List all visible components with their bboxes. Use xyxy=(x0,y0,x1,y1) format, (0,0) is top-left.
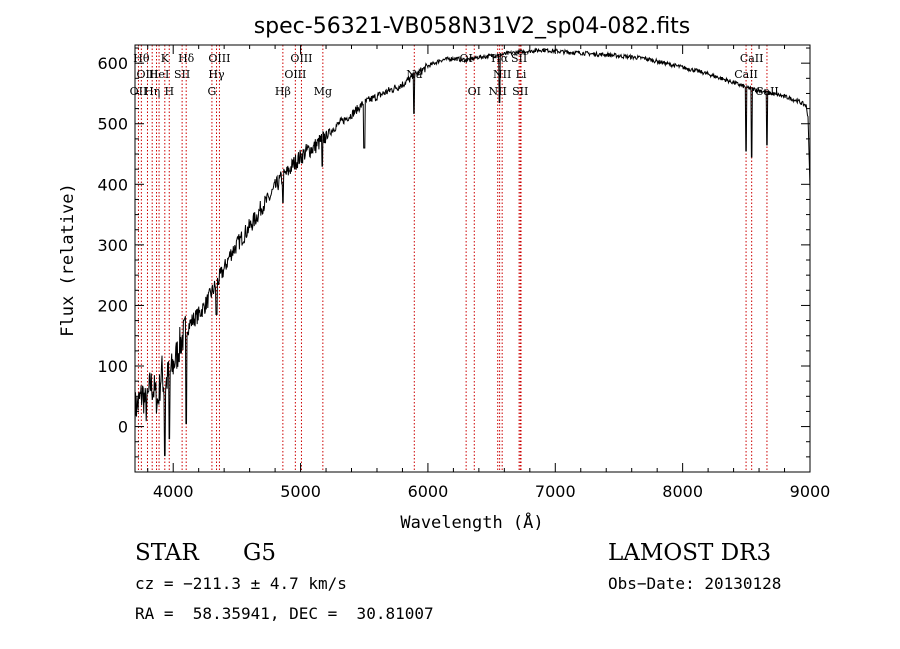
line-label: Hγ xyxy=(208,68,225,81)
y-tick-label: 100 xyxy=(97,357,128,376)
line-label: H xyxy=(164,85,174,98)
line-label: OI xyxy=(468,85,481,98)
survey-name: LAMOST DR3 xyxy=(608,540,772,566)
line-label: Hη xyxy=(144,85,160,98)
line-label: OIII xyxy=(284,68,306,81)
line-label: OII xyxy=(130,85,148,98)
line-label: Li xyxy=(516,68,527,81)
x-tick-label: 6000 xyxy=(408,482,449,501)
object-subclass: G5 xyxy=(243,540,277,566)
line-label: OIII xyxy=(290,52,312,65)
x-axis-label: Wavelength (Å) xyxy=(400,511,543,533)
line-label: SII xyxy=(174,68,190,81)
line-label: Hβ xyxy=(275,85,291,98)
object-class: STAR xyxy=(135,540,199,566)
line-label: K xyxy=(161,52,170,65)
line-label: CaII xyxy=(740,52,764,65)
x-axis-ticks: 4000 5000 6000 7000 8000 9000 xyxy=(147,45,831,501)
y-axis-ticks: 0 100 200 300 400 500 600 xyxy=(97,47,810,458)
plot-frame xyxy=(134,44,811,473)
redshift-velocity: cz = −211.3 ± 4.7 km/s xyxy=(135,574,347,593)
line-label: G xyxy=(208,85,217,98)
line-label: Hδ xyxy=(178,52,195,65)
y-tick-label: 600 xyxy=(97,54,128,73)
y-tick-label: 500 xyxy=(97,115,128,134)
line-label: CaII xyxy=(734,68,758,81)
chart-title: spec-56321-VB058N31V2_sp04-082.fits xyxy=(254,14,691,39)
line-label: HeI xyxy=(149,68,169,81)
y-tick-label: 200 xyxy=(97,296,128,315)
line-label: Mg xyxy=(314,85,332,98)
line-label: Hθ xyxy=(133,52,150,65)
line-label: OIII xyxy=(136,68,158,81)
x-tick-label: 5000 xyxy=(280,482,321,501)
emission-line-markers xyxy=(137,45,768,472)
spectrum-series xyxy=(134,47,811,457)
y-axis-label: Flux (relative) xyxy=(58,183,78,337)
line-label: NII xyxy=(493,68,511,81)
y-tick-label: 0 xyxy=(118,418,128,437)
x-tick-label: 9000 xyxy=(790,482,831,501)
line-label: SII xyxy=(512,85,528,98)
coordinates: RA = 58.35941, DEC = 30.81007 xyxy=(135,604,434,623)
x-tick-label: 4000 xyxy=(153,482,194,501)
line-label: OIII xyxy=(208,52,230,65)
spectrum-line xyxy=(134,47,811,457)
line-label: NII xyxy=(489,85,507,98)
line-label: CaII xyxy=(755,85,779,98)
observation-date: Obs−Date: 20130128 xyxy=(608,574,782,593)
y-tick-label: 400 xyxy=(97,175,128,194)
x-tick-label: 8000 xyxy=(662,482,703,501)
x-tick-label: 7000 xyxy=(535,482,576,501)
y-tick-label: 300 xyxy=(97,236,128,255)
